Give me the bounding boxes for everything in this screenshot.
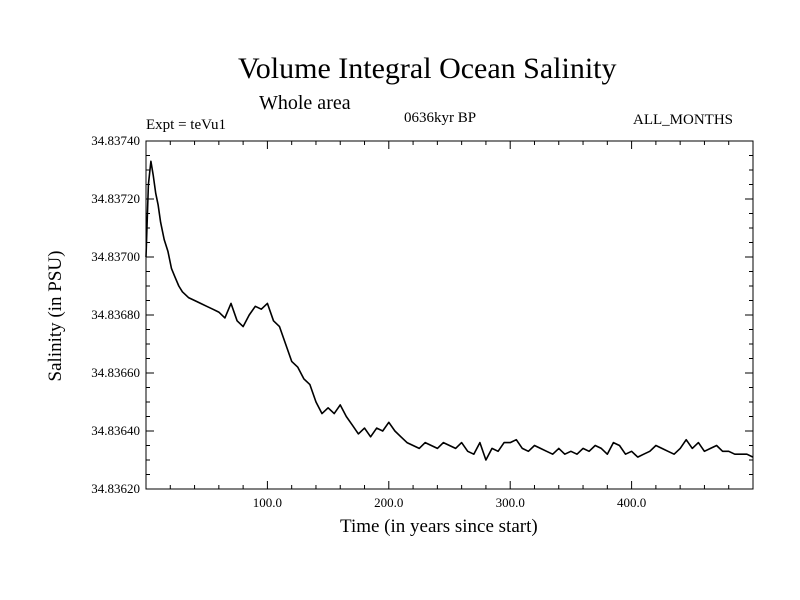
y-tick-label: 34.83740 [91,133,140,148]
y-tick-label: 34.83640 [91,423,140,438]
x-tick-label: 200.0 [374,495,403,510]
x-tick-label: 300.0 [496,495,525,510]
y-tick-label: 34.83620 [91,481,140,496]
plot-frame [145,140,754,490]
y-tick-label: 34.83720 [91,191,140,206]
x-tick-label: 100.0 [253,495,282,510]
series-group [145,160,754,461]
period-label: 0636kyr BP [404,110,477,126]
axis-ticks: 34.83620 34.83640 34.83660 34.83680 34.83700… [91,133,753,510]
chart-subtitle: Whole area [259,92,351,114]
x-axis-label: Time (in years since start) [340,516,538,537]
y-tick-label: 34.83680 [91,307,140,322]
experiment-label: Expt = teVu1 [146,117,227,133]
months-label: ALL_MONTHS [633,112,733,128]
chart-title: Volume Integral Ocean Salinity [238,52,617,85]
y-tick-label: 34.83660 [91,365,140,380]
y-tick-label: 34.83700 [91,249,140,264]
x-tick-label: 400.0 [617,495,646,510]
salinity-series-line [145,160,754,461]
